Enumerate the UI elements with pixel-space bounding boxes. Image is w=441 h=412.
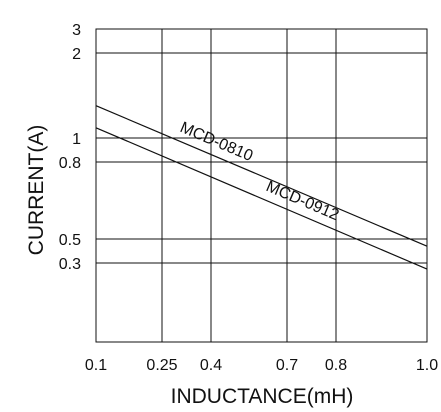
- x-tick-label-0-25: 0.25: [146, 357, 177, 374]
- x-axis-title: INDUCTANCE(mH): [171, 385, 354, 408]
- series-label-mcd-0810: MCD-0810: [177, 119, 255, 165]
- x-tick-label-1-0: 1.0: [416, 357, 438, 374]
- x-tick-label-0-7: 0.7: [276, 357, 298, 374]
- x-tick-label-0-1: 0.1: [85, 357, 107, 374]
- y-tick-label-1: 1: [72, 131, 81, 148]
- x-tick-label-0-4: 0.4: [200, 357, 222, 374]
- x-tick-label-0-8: 0.8: [325, 357, 347, 374]
- series-line-mcd-0810: [95, 105, 428, 247]
- x-axis-tick-labels: 0.1 0.25 0.4 0.7 0.8 1.0: [85, 357, 438, 374]
- grid-lines: [95, 28, 428, 342]
- y-axis-title: CURRENT(A): [25, 125, 48, 256]
- y-tick-label-2: 2: [72, 46, 81, 63]
- y-tick-label-0-8: 0.8: [59, 155, 81, 172]
- y-tick-label-0-5: 0.5: [59, 232, 81, 249]
- y-tick-label-3: 3: [72, 22, 81, 39]
- y-axis-tick-labels: 3 2 1 0.8 0.5 0.3: [59, 22, 81, 273]
- series-label-mcd-0912: MCD-0912: [263, 178, 341, 224]
- y-tick-label-0-3: 0.3: [59, 256, 81, 273]
- series-line-mcd-0912: [95, 127, 428, 270]
- plot-frame: [95, 28, 428, 343]
